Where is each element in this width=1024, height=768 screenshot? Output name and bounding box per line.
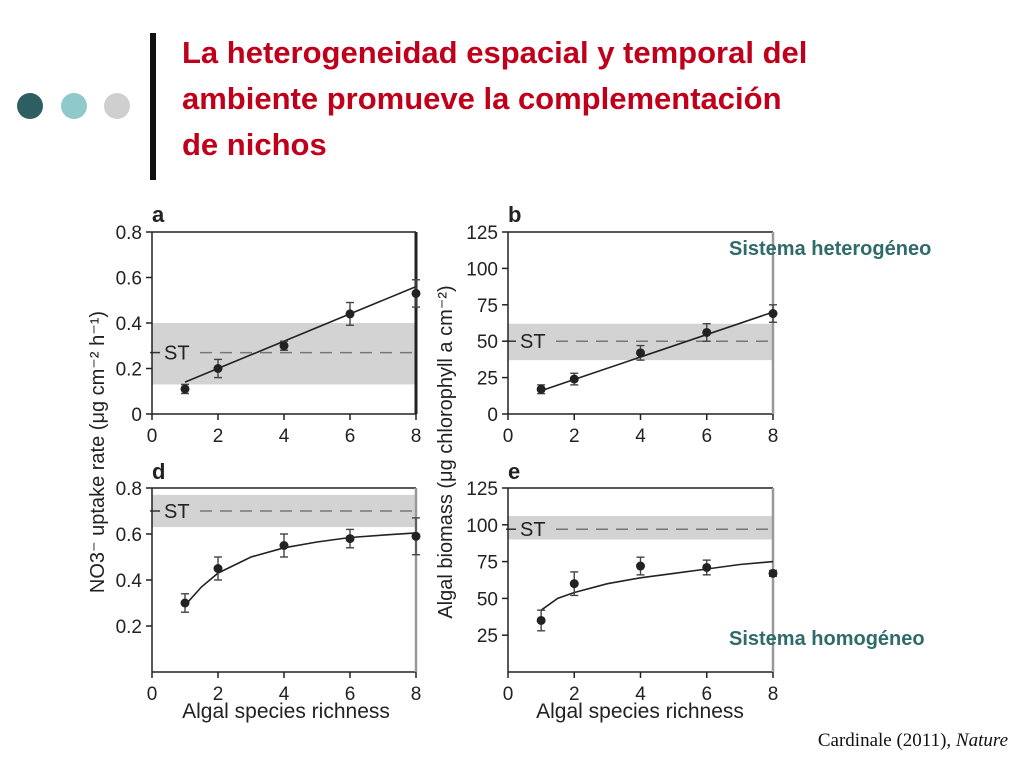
annotation-homogeneous: Sistema homogéneo <box>729 628 925 650</box>
fit-line-b <box>540 311 774 392</box>
y-tick-label-d: 0.6 <box>116 525 142 546</box>
data-point-d <box>411 531 421 541</box>
panel-letter-a: a <box>152 202 165 227</box>
accent-dot-dark <box>17 93 43 119</box>
data-point-d <box>279 541 289 550</box>
fit-line-e <box>540 560 774 611</box>
x-tick-label-e: 8 <box>768 684 779 705</box>
x-tick-label-e: 4 <box>635 684 646 705</box>
citation-text: Cardinale (2011), <box>817 730 952 751</box>
data-point-a <box>213 364 223 373</box>
data-point-e <box>702 562 712 572</box>
data-point-a <box>180 384 190 394</box>
y-tick-label-d: 0.8 <box>116 479 142 500</box>
y-tick-label-b: 125 <box>466 223 498 244</box>
data-point-b <box>702 327 712 337</box>
citation-source: Nature <box>955 730 1008 751</box>
data-point-d <box>345 534 355 544</box>
y-tick-label-a: 0.6 <box>116 269 142 290</box>
x-axis-label-left: Algal species richness <box>182 700 390 723</box>
panel-letter-d: d <box>152 459 165 484</box>
y-tick-label-b: 50 <box>477 332 498 353</box>
data-point-d <box>213 564 223 573</box>
x-tick-label-e: 2 <box>569 684 580 705</box>
y-tick-label-a: 0.8 <box>116 223 142 244</box>
st-label-a: ST <box>164 343 190 365</box>
data-point-a <box>345 309 355 319</box>
title-divider <box>150 33 156 180</box>
title-line-1: La heterogeneidad espacial y temporal de… <box>182 35 808 70</box>
y-tick-label-b: 100 <box>466 259 498 280</box>
fit-line-a <box>184 285 417 383</box>
st-label-b: ST <box>520 331 546 353</box>
st-label-e: ST <box>520 519 546 541</box>
y-tick-label-e: 125 <box>466 479 498 500</box>
x-tick-label-e: 6 <box>701 684 712 705</box>
accent-dot-gray <box>104 93 130 119</box>
x-tick-label-d: 4 <box>279 684 290 705</box>
y-tick-label-e: 50 <box>477 589 498 610</box>
x-tick-label-b: 2 <box>569 426 580 447</box>
y-tick-label-a: 0 <box>131 405 142 426</box>
y-tick-label-e: 75 <box>477 553 498 574</box>
title-line-2: ambiente promueve la complementación <box>182 81 782 116</box>
x-tick-label-a: 8 <box>411 426 422 447</box>
data-point-b <box>636 348 645 358</box>
data-point-b <box>536 384 546 394</box>
accent-dot-light <box>61 93 87 119</box>
data-point-e <box>536 615 546 625</box>
x-tick-label-d: 6 <box>345 684 356 705</box>
st-label-d: ST <box>164 501 190 523</box>
x-tick-label-b: 0 <box>503 426 514 447</box>
x-tick-label-d: 2 <box>213 684 224 705</box>
title-line-3: de nichos <box>182 127 327 162</box>
x-tick-label-e: 0 <box>503 684 514 705</box>
y-tick-label-b: 75 <box>477 296 498 317</box>
data-point-b <box>569 374 579 384</box>
x-tick-label-a: 2 <box>213 426 224 447</box>
x-tick-label-a: 0 <box>147 426 158 447</box>
x-tick-label-d: 0 <box>147 684 158 705</box>
x-tick-label-a: 6 <box>345 426 356 447</box>
st-band-e <box>508 515 773 540</box>
y-tick-label-e: 100 <box>466 516 498 537</box>
data-point-e <box>768 568 778 578</box>
x-tick-label-b: 8 <box>768 426 779 447</box>
x-axis-label-right: Algal species richness <box>536 700 744 723</box>
y-tick-label-e: 25 <box>477 626 498 647</box>
data-point-a <box>411 288 421 298</box>
y-tick-label-d: 0.4 <box>116 571 143 592</box>
citation: Cardinale (2011), Nature <box>818 730 1008 752</box>
x-tick-label-b: 4 <box>635 426 646 447</box>
x-tick-label-a: 4 <box>279 426 290 447</box>
data-point-d <box>180 598 190 608</box>
x-tick-label-d: 8 <box>411 684 422 705</box>
x-tick-label-b: 6 <box>701 426 712 447</box>
slide-title: La heterogeneidad espacial y temporal de… <box>182 30 902 168</box>
y-tick-label-b: 25 <box>477 369 498 390</box>
y-tick-label-a: 0.2 <box>116 360 142 381</box>
panel-letter-e: e <box>508 459 520 484</box>
data-point-a <box>279 341 289 351</box>
y-tick-label-b: 0 <box>487 405 498 426</box>
annotation-heterogeneous: Sistema heterogéneo <box>729 238 932 260</box>
y-axis-label-right: Algal biomass (μg chlorophyll a cm⁻²) <box>435 285 457 618</box>
y-tick-label-d: 0.2 <box>116 617 142 638</box>
data-point-b <box>768 309 778 319</box>
data-point-e <box>569 579 579 589</box>
y-axis-label-left: NO3⁻ uptake rate (μg cm⁻² h⁻¹) <box>87 311 109 593</box>
panel-letter-b: b <box>508 202 521 227</box>
y-tick-label-a: 0.4 <box>116 314 143 335</box>
st-band-a <box>152 323 416 385</box>
data-point-e <box>636 561 645 571</box>
